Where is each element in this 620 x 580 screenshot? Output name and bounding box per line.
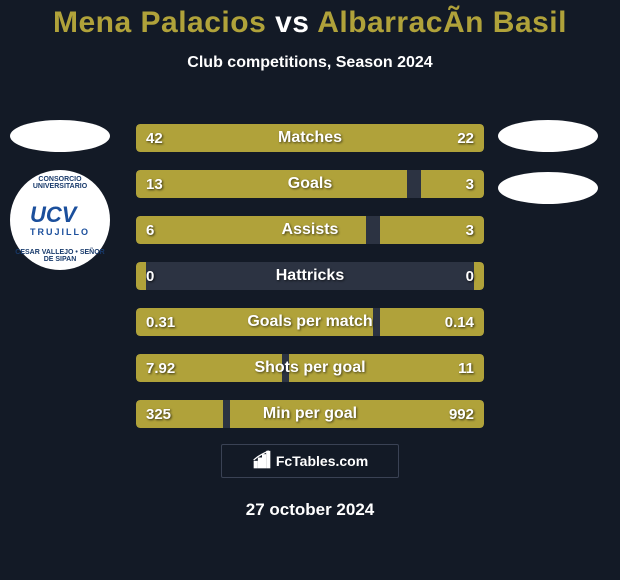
stat-row-5: 7.9211Shots per goal (136, 354, 484, 382)
player1-avatar-placeholder (10, 120, 110, 152)
player1-club-badge: CONSORCIO UNIVERSITARIO UCV TRUJILLO CES… (10, 170, 110, 270)
brand-box: FcTables.com (221, 444, 399, 478)
stat-row-2: 63Assists (136, 216, 484, 244)
page-title: Mena Palacios vs AlbarracÃ­n Basil (0, 0, 620, 40)
brand-chart-icon (252, 450, 272, 473)
bar-label: Hattricks (136, 262, 484, 290)
stat-row-0: 4222Matches (136, 124, 484, 152)
title-player1: Mena Palacios (53, 6, 266, 39)
badge-main-text: UCV (30, 202, 76, 227)
stat-row-6: 325992Min per goal (136, 400, 484, 428)
bar-label: Goals per match (136, 308, 484, 336)
left-logo-column: CONSORCIO UNIVERSITARIO UCV TRUJILLO CES… (10, 120, 110, 270)
player2-club-placeholder (498, 172, 598, 204)
bar-label: Matches (136, 124, 484, 152)
title-vs: vs (275, 6, 309, 39)
title-player2: AlbarracÃ­n Basil (317, 6, 567, 39)
player2-avatar-placeholder (498, 120, 598, 152)
stat-row-3: 00Hattricks (136, 262, 484, 290)
stat-bars: 4222Matches 133Goals 63Assists 00Hattricks 0… (136, 124, 484, 428)
bar-label: Shots per goal (136, 354, 484, 382)
bar-label: Goals (136, 170, 484, 198)
badge-sub-text: TRUJILLO (30, 228, 90, 237)
badge-main: UCV TRUJILLO (30, 204, 90, 237)
badge-ring-top: CONSORCIO UNIVERSITARIO (15, 176, 105, 190)
brand-text: FcTables.com (276, 453, 368, 469)
right-logo-column (498, 120, 598, 204)
stat-row-4: 0.310.14Goals per match (136, 308, 484, 336)
bar-label: Assists (136, 216, 484, 244)
stat-row-1: 133Goals (136, 170, 484, 198)
content-root: Mena Palacios vs AlbarracÃ­n Basil Club … (0, 0, 620, 72)
badge-ring-bottom: CESAR VALLEJO • SEÑOR DE SIPAN (15, 249, 105, 263)
date-text: 27 october 2024 (246, 500, 375, 520)
subtitle: Club competitions, Season 2024 (0, 54, 620, 72)
bar-label: Min per goal (136, 400, 484, 428)
